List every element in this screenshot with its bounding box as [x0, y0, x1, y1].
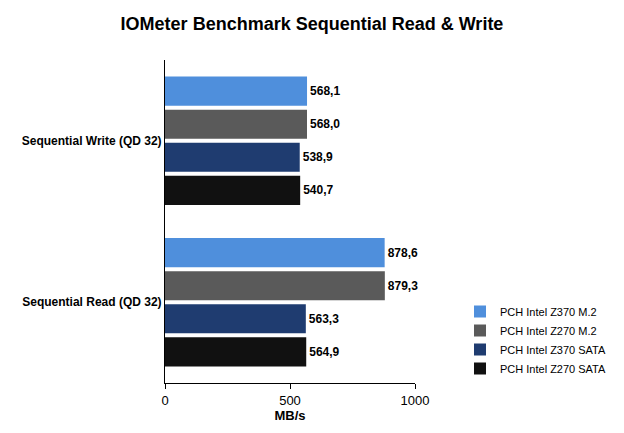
- svg-text:568,1: 568,1: [310, 84, 340, 98]
- svg-text:PCH Intel Z270 SATA: PCH Intel Z270 SATA: [500, 363, 606, 375]
- svg-text:564,9: 564,9: [309, 345, 339, 359]
- svg-text:IOMeter Benchmark Sequential R: IOMeter Benchmark Sequential Read & Writ…: [121, 14, 504, 34]
- svg-text:878,6: 878,6: [388, 246, 418, 260]
- svg-text:Sequential Read (QD 32): Sequential Read (QD 32): [22, 295, 161, 309]
- svg-text:568,0: 568,0: [310, 117, 340, 131]
- svg-text:540,7: 540,7: [303, 183, 333, 197]
- svg-text:879,3: 879,3: [388, 279, 418, 293]
- svg-text:MB/s: MB/s: [274, 408, 305, 423]
- svg-text:PCH Intel Z370 M.2: PCH Intel Z370 M.2: [500, 306, 597, 318]
- svg-text:563,3: 563,3: [309, 312, 339, 326]
- svg-text:538,9: 538,9: [303, 150, 333, 164]
- svg-text:PCH Intel Z370 SATA: PCH Intel Z370 SATA: [500, 344, 606, 356]
- svg-text:500: 500: [279, 393, 301, 408]
- svg-text:1000: 1000: [401, 393, 430, 408]
- svg-text:Sequential Write (QD 32): Sequential Write (QD 32): [22, 134, 162, 148]
- svg-text:0: 0: [161, 393, 168, 408]
- svg-text:PCH Intel Z270 M.2: PCH Intel Z270 M.2: [500, 325, 597, 337]
